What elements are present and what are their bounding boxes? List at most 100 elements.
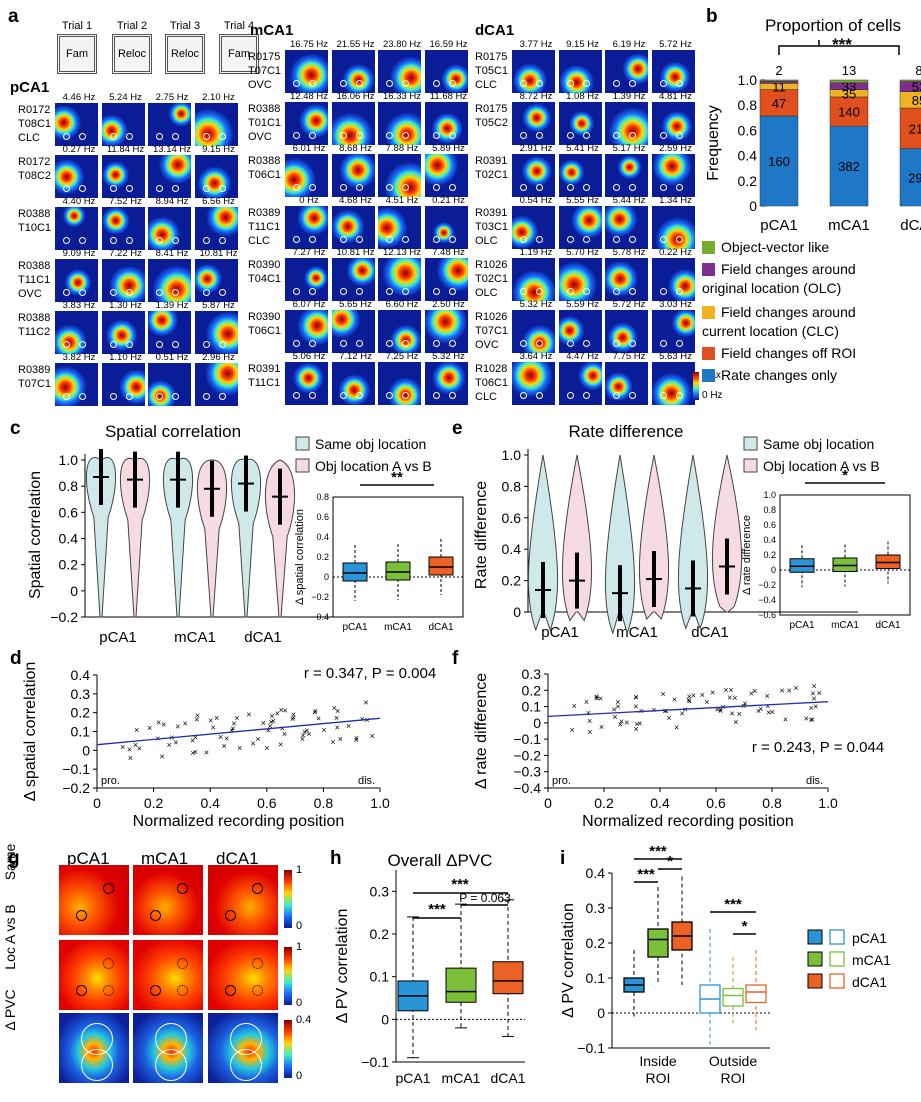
scatter-point: ×: [686, 695, 691, 705]
box: [445, 967, 477, 1003]
firing-rate-label: 16.06 Hz: [336, 91, 375, 102]
rate-map: [378, 206, 421, 249]
region-label-pca1: pCA1: [10, 79, 50, 96]
y-tick-label: 0.4: [586, 865, 606, 881]
box: [428, 556, 454, 576]
object-marker: [355, 184, 363, 191]
object-marker: [659, 392, 667, 399]
y-axis-label: Δ PV correlation: [560, 903, 577, 1018]
object-marker: [675, 340, 683, 347]
object-marker: [63, 133, 70, 140]
object-marker: [536, 80, 543, 87]
scatter-point: ×: [255, 734, 260, 744]
panel-label-g: g: [8, 848, 20, 869]
firing-rate-label: 16.33 Hz: [382, 91, 422, 102]
object-marker: [252, 985, 263, 996]
y-tick-label: 0: [749, 198, 757, 214]
significance-stars: ***: [428, 901, 446, 918]
object-marker: [582, 288, 590, 295]
proximal-label: pro.: [552, 775, 571, 787]
object-marker: [339, 288, 347, 295]
object-marker: [659, 340, 667, 347]
scatter-point: ×: [733, 717, 738, 727]
colorbar-max: 1: [296, 941, 303, 953]
object-marker: [355, 288, 363, 295]
scatter-point: ×: [633, 692, 638, 702]
object-marker: [63, 185, 70, 192]
scatter-point: ×: [817, 688, 822, 698]
object-marker: [659, 288, 667, 295]
rate-map: [558, 206, 602, 249]
y-axis-label: Δ PV correlation: [334, 909, 351, 1024]
stacked-bar-segment: [899, 79, 921, 82]
cell-id: R1026 T07C1 OVC: [475, 311, 509, 351]
object-marker: [629, 288, 636, 295]
scatter-point: ×: [210, 723, 215, 733]
firing-rate-label: 12.13 Hz: [382, 247, 422, 258]
firing-rate-label: 5.59 Hz: [566, 299, 599, 310]
object-marker: [103, 958, 114, 969]
legend-item: Object-vector like: [702, 238, 829, 257]
object-marker: [432, 392, 440, 399]
region-label-dca1: dCA1: [475, 22, 515, 39]
cell-id: R1028 T06C1 CLC: [475, 363, 509, 403]
scatter-point: ×: [727, 692, 732, 702]
scatter-point: ×: [586, 708, 591, 718]
significance-stars: *: [667, 853, 673, 870]
rate-map: [55, 259, 98, 302]
firing-rate-label: 1.39 Hz: [155, 300, 189, 311]
violin: [85, 457, 117, 618]
y-tick-label: 0.6: [59, 504, 79, 520]
object-marker: [432, 236, 440, 243]
panel-label-i: i: [560, 848, 566, 869]
object-marker: [125, 393, 133, 400]
legend-label: pCA1: [852, 930, 887, 946]
rate-map: [148, 259, 191, 302]
y-tick-label: 0: [70, 583, 78, 599]
scatter-point: ×: [809, 703, 814, 713]
scatter-point: ×: [804, 713, 809, 723]
object-marker: [125, 133, 133, 140]
scatter-point: ×: [302, 727, 307, 737]
firing-rate-label: 4.47 Hz: [566, 351, 599, 362]
scatter-point: ×: [710, 687, 715, 697]
inset-y-tick-label: 0.8: [316, 492, 329, 502]
panel-label-e: e: [452, 418, 463, 439]
object-marker: [613, 184, 620, 191]
object-marker: [659, 236, 667, 243]
rate-map: [101, 207, 145, 250]
scatter-point: ×: [758, 704, 763, 714]
object-marker: [582, 340, 590, 347]
significance-stars: **: [391, 469, 403, 486]
rate-map: [331, 50, 375, 93]
object-marker: [225, 985, 236, 996]
scatter-point: ×: [718, 704, 723, 714]
object-marker: [566, 80, 574, 87]
rate-map: [148, 155, 191, 198]
object-marker: [309, 184, 316, 191]
rate-map: [558, 362, 602, 405]
scatter-point: ×: [134, 725, 139, 735]
firing-rate-label: 7.27 Hz: [292, 247, 326, 258]
firing-rate-label: 5.24 Hz: [109, 92, 142, 103]
inset-y-tick-label: 0.4: [316, 532, 329, 542]
legend-label: mCA1: [852, 952, 891, 968]
legend-swatch-filled: [807, 929, 823, 945]
legend-swatch: [295, 436, 310, 451]
y-tick-label: −0.2: [62, 780, 90, 796]
object-marker: [339, 392, 347, 399]
scatter-point: ×: [264, 743, 269, 753]
scatter-point: ×: [208, 716, 213, 726]
object-marker: [156, 393, 163, 400]
firing-rate-label: 12.48 Hz: [289, 91, 329, 102]
object-marker: [172, 289, 179, 296]
scatter-point: ×: [269, 711, 274, 721]
bar-total-label: 13: [842, 63, 856, 78]
object-marker: [520, 132, 527, 139]
rate-map: [331, 310, 375, 353]
scatter-point: ×: [282, 729, 287, 739]
object-marker: [566, 132, 574, 139]
object-marker: [79, 393, 86, 400]
scatter-point: ×: [570, 725, 575, 735]
scatter-point: ×: [301, 731, 306, 741]
